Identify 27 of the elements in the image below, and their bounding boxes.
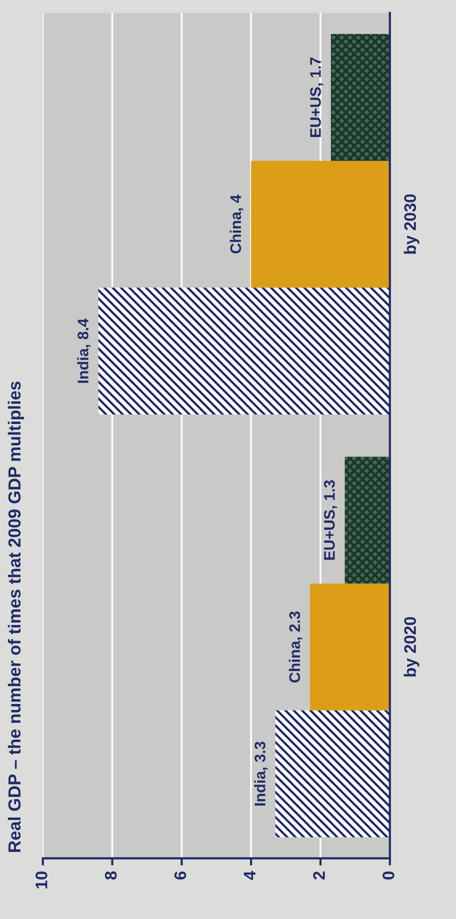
bar [344, 456, 390, 584]
data-label: , 4 [230, 194, 244, 211]
text: EU+US [310, 87, 321, 137]
bar [310, 584, 390, 710]
data-label: , 2.3 [289, 612, 302, 640]
data-label: , 8.4 [78, 318, 91, 348]
bar [98, 288, 390, 414]
text: India [254, 770, 266, 806]
data-label: , 1.7 [310, 58, 324, 86]
text: EU+US [324, 510, 335, 560]
x-tick-label: 10 [36, 872, 48, 888]
x-tick-label: 4 [244, 870, 256, 880]
data-label: , 3.3 [254, 742, 268, 770]
data-label: , 1.3 [324, 480, 338, 508]
text: China [288, 640, 300, 683]
text: Real GDP – the number of times that 2009 GDP multiplies [8, 382, 24, 852]
bar [275, 710, 390, 838]
text: China [230, 211, 242, 254]
text: India [77, 348, 88, 383]
x-tick-label: 6 [174, 871, 186, 880]
x-tick-label: 0 [382, 872, 394, 880]
x-tick-label: 8 [104, 871, 117, 880]
y-tick-label: by 2030 [404, 194, 420, 254]
x-tick-label: 2 [313, 872, 325, 880]
y-tick-label: by 2020 [404, 617, 420, 676]
bar [330, 34, 390, 161]
bar [251, 160, 390, 288]
